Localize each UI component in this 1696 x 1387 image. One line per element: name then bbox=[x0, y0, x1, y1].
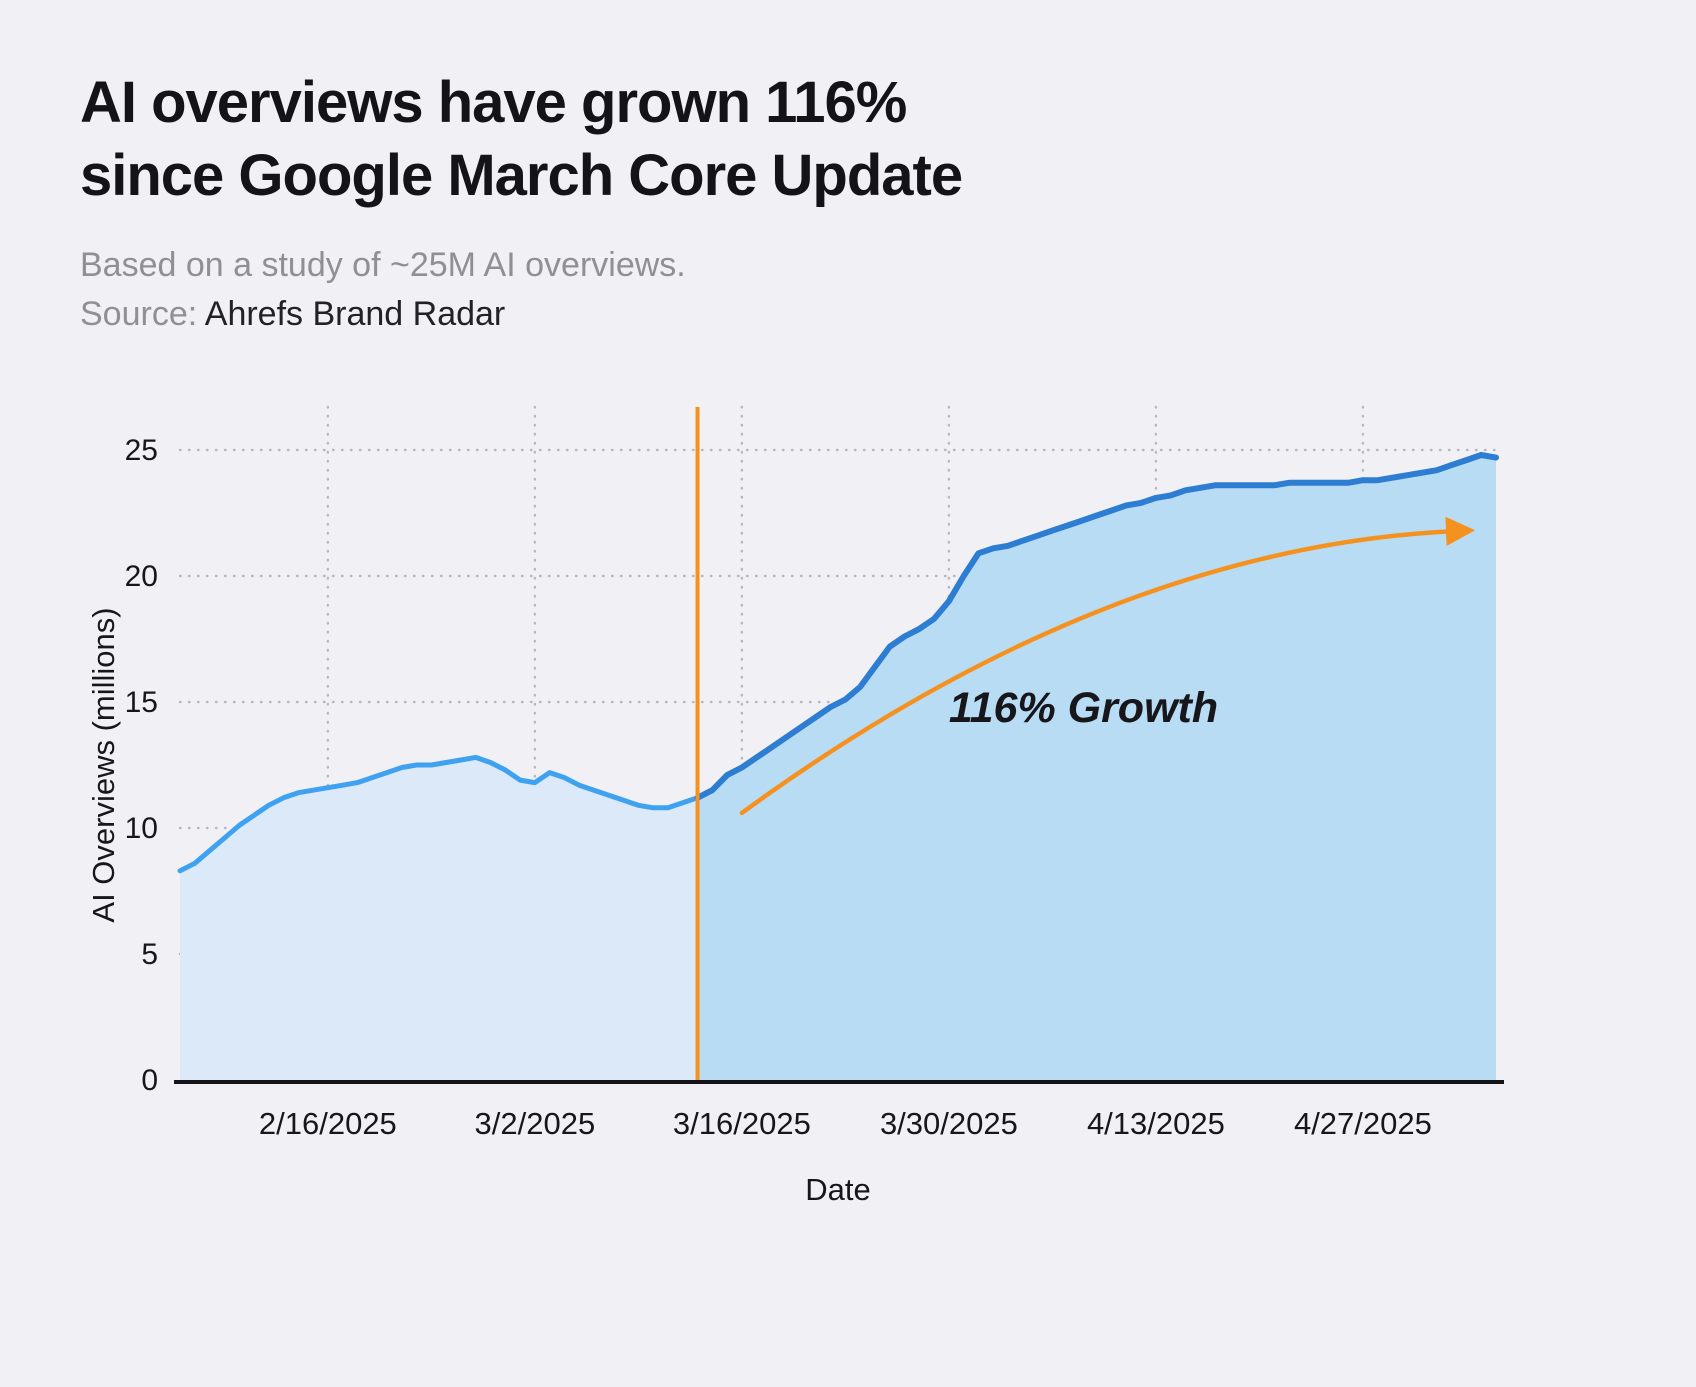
infographic: AI overviews have grown 116% since Googl… bbox=[80, 66, 1616, 1227]
y-tick-label: 25 bbox=[125, 434, 158, 467]
y-axis-title: AI Overviews (millions) bbox=[86, 608, 121, 923]
chart-title-line1: AI overviews have grown 116% bbox=[80, 70, 907, 135]
x-tick-label: 4/27/2025 bbox=[1294, 1106, 1432, 1141]
chart-title-line2: since Google March Core Update bbox=[80, 143, 963, 209]
x-axis-title: Date bbox=[805, 1172, 870, 1207]
chart-subtitle: Based on a study of ~25M AI overviews. bbox=[80, 246, 686, 285]
line-post-update bbox=[694, 452, 1499, 801]
area-post-update bbox=[697, 455, 1496, 1081]
y-tick-label: 10 bbox=[125, 812, 158, 845]
y-tick-label: 20 bbox=[125, 560, 158, 593]
x-tick-label: 2/16/2025 bbox=[259, 1106, 397, 1141]
y-tick-label: 0 bbox=[141, 1064, 158, 1097]
y-tick-label: 5 bbox=[141, 938, 158, 971]
chart-svg: 116% Growth 0 5 10 15 20 25 2/16/2025 3/2/2025 3/… bbox=[86, 405, 1504, 1207]
line-pre-update bbox=[177, 755, 700, 874]
x-tick-label: 4/13/2025 bbox=[1087, 1106, 1225, 1141]
x-tick-label: 3/2/2025 bbox=[475, 1106, 596, 1141]
source-line: Source: Ahrefs Brand Radar bbox=[80, 295, 1616, 334]
growth-arrow bbox=[739, 516, 1476, 816]
x-tick-label: 3/16/2025 bbox=[673, 1106, 811, 1141]
growth-annotation-label: 116% Growth bbox=[949, 684, 1218, 732]
chart-title: AI overviews have grown 116% since Googl… bbox=[80, 66, 1616, 212]
chart-area: 116% Growth 0 5 10 15 20 25 2/16/2025 3/2/2025 3/… bbox=[80, 392, 1616, 1227]
source-label: Source: bbox=[80, 295, 198, 334]
source-value: Ahrefs Brand Radar bbox=[204, 295, 506, 334]
tick-labels: 0 5 10 15 20 25 2/16/2025 3/2/2025 3/16/2025 3/30… bbox=[125, 434, 1432, 1141]
y-tick-label: 15 bbox=[125, 686, 158, 719]
area-pre-update bbox=[180, 757, 698, 1081]
x-tick-label: 3/30/2025 bbox=[880, 1106, 1018, 1141]
